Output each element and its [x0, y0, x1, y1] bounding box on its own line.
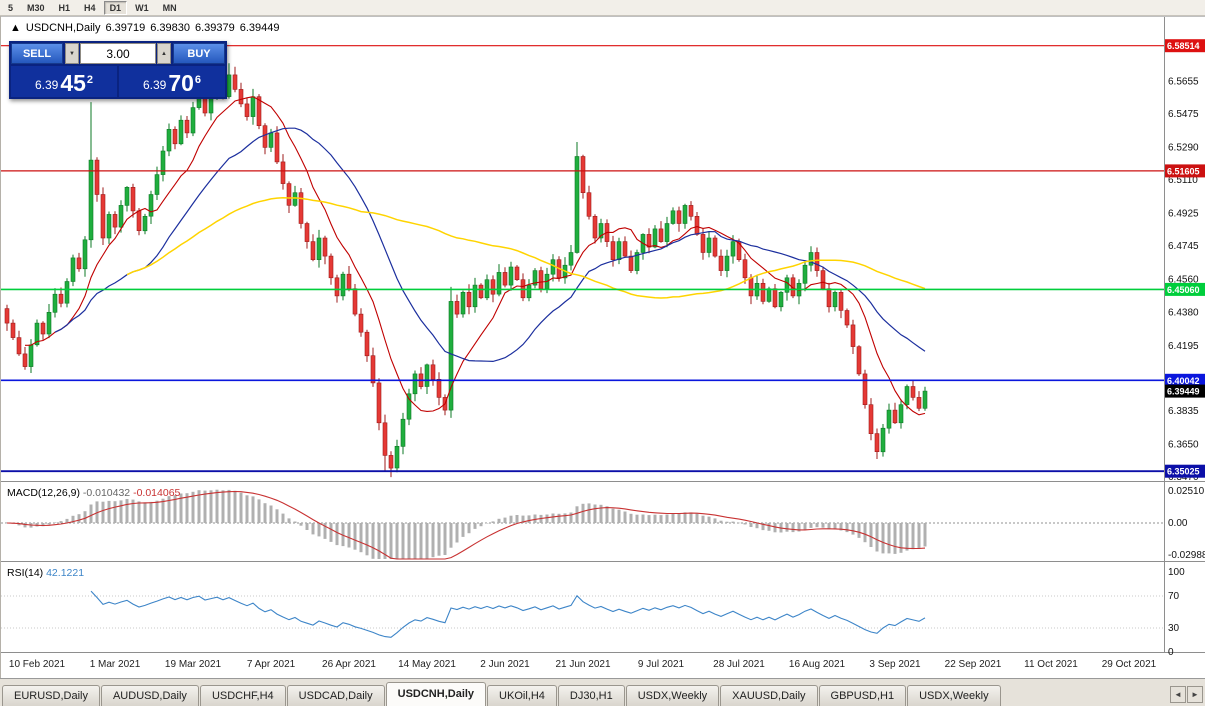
candles-layer	[4, 63, 928, 478]
sell-button[interactable]: SELL	[11, 43, 63, 64]
quote-high: 6.39830	[150, 22, 190, 34]
svg-text:-0.02988: -0.02988	[1168, 550, 1205, 561]
svg-text:6.3835: 6.3835	[1168, 406, 1199, 417]
buy-price-base: 6.39	[142, 78, 167, 92]
volume-decrease-button[interactable]: ▼	[65, 43, 79, 64]
timeframe-toolbar: 5 M30 H1 H4 D1 W1 MN	[0, 0, 1205, 16]
svg-text:28 Jul 2021: 28 Jul 2021	[713, 659, 765, 670]
timeframe-button-w1[interactable]: W1	[129, 1, 155, 15]
svg-text:6.35025: 6.35025	[1167, 467, 1200, 477]
svg-text:6.4380: 6.4380	[1168, 307, 1199, 318]
buy-price-pip: 6	[194, 74, 202, 86]
svg-text:0: 0	[1168, 647, 1174, 658]
tab-gbpusd-h1[interactable]: GBPUSD,H1	[818, 685, 907, 706]
rsi-pane: RSI(14) 42.1221 100 70 30 0	[1, 567, 1185, 658]
tab-scroll-controls: ◄ ►	[1168, 686, 1205, 706]
time-axis[interactable]: 10 Feb 2021 1 Mar 2021 19 Mar 2021 7 Apr 20…	[9, 659, 1157, 670]
svg-text:6.4195: 6.4195	[1168, 341, 1199, 352]
one-click-price-row: 6.39 45 2 6.39 70 6	[11, 66, 225, 97]
tab-scroll-left-button[interactable]: ◄	[1170, 686, 1186, 703]
tab-eurusd-daily[interactable]: EURUSD,Daily	[2, 685, 100, 706]
svg-text:6.5475: 6.5475	[1168, 109, 1199, 120]
timeframe-button-mn[interactable]: MN	[157, 1, 183, 15]
tab-usdcnh-daily[interactable]: USDCNH,Daily	[385, 682, 487, 706]
volume-control: ▼ ▲	[65, 43, 171, 64]
svg-text:6.4925: 6.4925	[1168, 209, 1199, 220]
svg-text:9 Jul 2021: 9 Jul 2021	[638, 659, 685, 670]
svg-text:6.40042: 6.40042	[1167, 376, 1200, 386]
svg-text:MACD(12,26,9) -0.010432 -0.014: MACD(12,26,9) -0.010432 -0.014065	[7, 487, 181, 499]
one-click-order-row: SELL ▼ ▲ BUY	[11, 43, 225, 64]
timeframe-button-5[interactable]: 5	[2, 1, 19, 15]
svg-text:3 Sep 2021: 3 Sep 2021	[869, 659, 921, 670]
buy-price-display[interactable]: 6.39 70 6	[119, 66, 225, 97]
svg-text:RSI(14) 42.1221: RSI(14) 42.1221	[7, 567, 84, 579]
svg-text:0.00: 0.00	[1168, 518, 1188, 529]
svg-text:6.5655: 6.5655	[1168, 76, 1199, 87]
svg-text:22 Sep 2021: 22 Sep 2021	[945, 659, 1002, 670]
svg-text:29 Oct 2021: 29 Oct 2021	[1102, 659, 1157, 670]
tab-audusd-daily[interactable]: AUDUSD,Daily	[100, 685, 199, 706]
svg-text:30: 30	[1168, 623, 1180, 634]
tab-scroll-right-button[interactable]: ►	[1187, 686, 1203, 703]
svg-text:6.39449: 6.39449	[1167, 387, 1200, 397]
sell-price-pip: 2	[86, 74, 94, 86]
svg-text:19 Mar 2021: 19 Mar 2021	[165, 659, 222, 670]
sell-price-base: 6.39	[34, 78, 59, 92]
price-scale[interactable]: 6.5655 6.5475 6.5290 6.5110 6.4925 6.4745 6.45…	[1165, 39, 1205, 483]
svg-text:10 Feb 2021: 10 Feb 2021	[9, 659, 66, 670]
chart-canvas[interactable]: 6.5655 6.5475 6.5290 6.5110 6.4925 6.4745 6.45…	[1, 16, 1205, 678]
svg-text:100: 100	[1168, 567, 1185, 578]
symbol-marker-icon: ▲	[10, 22, 21, 34]
svg-text:14 May 2021: 14 May 2021	[398, 659, 456, 670]
chart-tab-bar: EURUSD,Daily AUDUSD,Daily USDCHF,H4 USDCAD,…	[0, 678, 1205, 706]
moving-average-lines	[24, 96, 926, 416]
svg-text:7 Apr 2021: 7 Apr 2021	[247, 659, 296, 670]
svg-text:1 Mar 2021: 1 Mar 2021	[90, 659, 141, 670]
quote-close: 6.39449	[239, 22, 280, 34]
svg-text:6.5110: 6.5110	[1168, 175, 1198, 186]
svg-text:6.45060: 6.45060	[1167, 285, 1200, 295]
svg-text:11 Oct 2021: 11 Oct 2021	[1024, 659, 1078, 670]
timeframe-button-h1[interactable]: H1	[53, 1, 77, 15]
svg-text:6.5290: 6.5290	[1168, 142, 1199, 153]
timeframe-button-m30[interactable]: M30	[21, 1, 51, 15]
buy-price-big: 70	[168, 70, 194, 96]
chart-area: 6.5655 6.5475 6.5290 6.5110 6.4925 6.4745 6.45…	[0, 16, 1205, 678]
svg-text:26 Apr 2021: 26 Apr 2021	[322, 659, 376, 670]
volume-increase-button[interactable]: ▲	[157, 43, 171, 64]
chart-ohlc-title: ▲ USDCNH,Daily 6.39719 6.39830 6.39379 6.3944…	[10, 22, 285, 34]
tab-ukoil-h4[interactable]: UKOil,H4	[487, 685, 557, 706]
svg-text:70: 70	[1168, 591, 1180, 602]
quote-open: 6.39719	[105, 22, 146, 34]
tab-strip: EURUSD,Daily AUDUSD,Daily USDCHF,H4 USDCAD,…	[0, 679, 1168, 706]
svg-text:21 Jun 2021: 21 Jun 2021	[555, 659, 610, 670]
svg-text:6.4745: 6.4745	[1168, 241, 1199, 252]
timeframe-button-d1[interactable]: D1	[103, 0, 128, 15]
svg-text:0.02510: 0.02510	[1168, 486, 1205, 497]
macd-pane: MACD(12,26,9) -0.010432 -0.014065 0.02510…	[1, 486, 1205, 561]
buy-button[interactable]: BUY	[173, 43, 225, 64]
sell-price-big: 45	[60, 70, 86, 96]
quote-low: 6.39379	[194, 22, 235, 34]
svg-text:6.58514: 6.58514	[1167, 41, 1200, 51]
tab-usdcad-daily[interactable]: USDCAD,Daily	[286, 685, 385, 706]
svg-text:16 Aug 2021: 16 Aug 2021	[789, 659, 846, 670]
tab-usdx-weekly[interactable]: USDX,Weekly	[625, 685, 720, 706]
tab-dj30-h1[interactable]: DJ30,H1	[557, 685, 625, 706]
svg-text:6.3650: 6.3650	[1168, 440, 1199, 451]
volume-input[interactable]	[80, 43, 156, 64]
svg-text:2 Jun 2021: 2 Jun 2021	[480, 659, 530, 670]
svg-text:6.4560: 6.4560	[1168, 275, 1199, 286]
tab-usdx-weekly[interactable]: USDX,Weekly	[907, 685, 1001, 706]
sell-price-display[interactable]: 6.39 45 2	[11, 66, 117, 97]
chart-symbol-label: USDCNH,Daily	[25, 22, 101, 34]
tab-usdchf-h4[interactable]: USDCHF,H4	[199, 685, 286, 706]
tab-xauusd-daily[interactable]: XAUUSD,Daily	[720, 685, 818, 706]
svg-text:6.51605: 6.51605	[1167, 166, 1200, 176]
timeframe-button-h4[interactable]: H4	[78, 1, 102, 15]
